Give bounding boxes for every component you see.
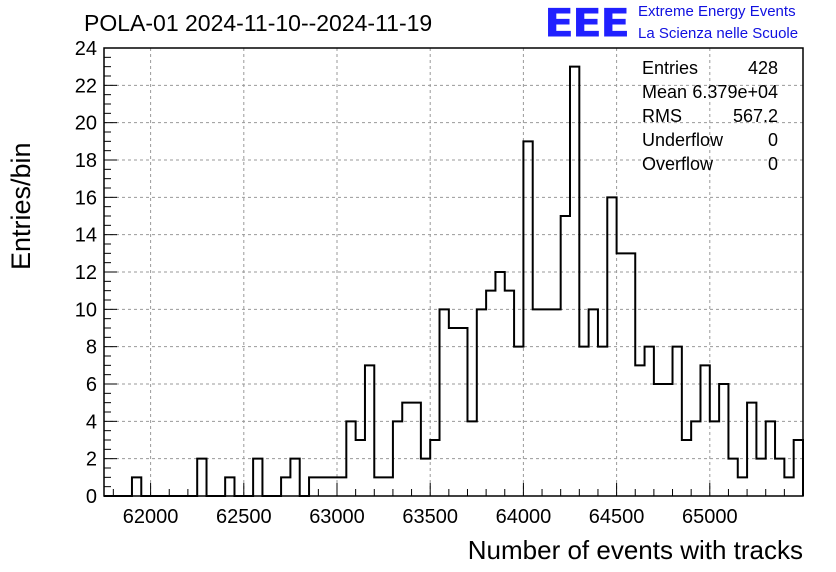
stat-name: Mean bbox=[642, 82, 688, 102]
histogram-bin bbox=[728, 459, 737, 496]
y-tick-label: 2 bbox=[86, 449, 97, 471]
histogram-bin bbox=[700, 365, 709, 496]
histogram-bin bbox=[486, 291, 495, 496]
stats-box: Entries 428 Mean 6.379e+04 RMS 567.2 Und… bbox=[642, 56, 782, 176]
stat-value: 0 bbox=[767, 130, 778, 150]
stat-name: Overflow bbox=[642, 154, 714, 174]
histogram-bin bbox=[402, 403, 411, 496]
x-tick-label: 62000 bbox=[123, 506, 179, 528]
histogram-bin bbox=[365, 365, 374, 496]
x-axis-label: Number of events with tracks bbox=[467, 535, 803, 565]
chart-title: POLA-01 2024-11-10--2024-11-19 bbox=[84, 10, 433, 36]
histogram-bin bbox=[533, 309, 542, 496]
histogram-bin bbox=[794, 440, 803, 496]
stat-name: RMS bbox=[642, 106, 682, 126]
x-tick-label: 64500 bbox=[589, 506, 645, 528]
y-tick-label: 10 bbox=[75, 299, 97, 321]
stat-name: Underflow bbox=[642, 130, 724, 150]
histogram-bin bbox=[551, 309, 560, 496]
histogram-bin bbox=[253, 459, 262, 496]
histogram-bin bbox=[617, 253, 626, 496]
histogram-bin bbox=[719, 384, 728, 496]
histogram-bin bbox=[197, 459, 206, 496]
histogram-bin bbox=[747, 403, 756, 496]
histogram-bin bbox=[309, 477, 318, 496]
y-tick-label: 20 bbox=[75, 113, 97, 135]
y-tick-label: 8 bbox=[86, 337, 97, 359]
histogram-bin bbox=[542, 309, 551, 496]
stat-row-rms: RMS 567.2 bbox=[642, 104, 782, 128]
y-tick-label: 18 bbox=[75, 150, 97, 172]
histogram-bin bbox=[225, 477, 234, 496]
histogram-bin bbox=[430, 440, 439, 496]
histogram-bin bbox=[477, 309, 486, 496]
x-tick-label: 64000 bbox=[496, 506, 552, 528]
y-tick-label: 6 bbox=[86, 374, 97, 396]
y-tick-label: 22 bbox=[75, 75, 97, 97]
histogram-bin bbox=[356, 440, 365, 496]
histogram-bin bbox=[654, 384, 663, 496]
x-tick-label: 62500 bbox=[216, 506, 272, 528]
x-tick-label: 63000 bbox=[309, 506, 365, 528]
histogram-bin bbox=[328, 477, 337, 496]
histogram-bin bbox=[421, 459, 430, 496]
stat-row-overflow: Overflow 0 bbox=[642, 152, 782, 176]
histogram-bin bbox=[784, 477, 793, 496]
histogram-bin bbox=[523, 141, 532, 496]
histogram-bin bbox=[682, 440, 691, 496]
histogram-bin bbox=[132, 477, 141, 496]
histogram-bin bbox=[337, 477, 346, 496]
histogram-bin bbox=[374, 477, 383, 496]
histogram-bin bbox=[505, 291, 514, 496]
stat-row-underflow: Underflow 0 bbox=[642, 128, 782, 152]
eee-logo: EEE bbox=[544, 0, 630, 47]
y-tick-label: 0 bbox=[86, 486, 97, 508]
histogram-bin bbox=[570, 67, 579, 496]
y-tick-label: 14 bbox=[75, 225, 97, 247]
stat-name: Entries bbox=[642, 58, 699, 78]
stat-row-entries: Entries 428 bbox=[642, 56, 782, 80]
x-tick-label: 65000 bbox=[682, 506, 738, 528]
histogram-bin bbox=[384, 477, 393, 496]
histogram-bin bbox=[318, 477, 327, 496]
histogram-bin bbox=[589, 309, 598, 496]
histogram-bin bbox=[626, 253, 635, 496]
stat-value: 6.379e+04 bbox=[692, 82, 778, 102]
stat-value: 567.2 bbox=[732, 106, 778, 126]
y-tick-label: 16 bbox=[75, 187, 97, 209]
histogram-bin bbox=[561, 216, 570, 496]
stat-value: 428 bbox=[747, 58, 778, 78]
logo-subtitle-line-1: Extreme Energy Events bbox=[638, 3, 796, 20]
stat-value: 0 bbox=[767, 154, 778, 174]
y-tick-label: 24 bbox=[75, 38, 97, 60]
histogram-bin bbox=[635, 365, 644, 496]
histogram-bin bbox=[738, 477, 747, 496]
histogram-bin bbox=[449, 328, 458, 496]
histogram-bin bbox=[663, 384, 672, 496]
histogram-bin bbox=[458, 328, 467, 496]
y-tick-label: 12 bbox=[75, 262, 97, 284]
logo-subtitle-line-2: La Scienza nelle Scuole bbox=[638, 25, 799, 42]
histogram-bin bbox=[756, 459, 765, 496]
histogram-bin bbox=[281, 477, 290, 496]
x-tick-label: 63500 bbox=[402, 506, 458, 528]
histogram-bin bbox=[412, 403, 421, 496]
y-tick-label: 4 bbox=[86, 411, 97, 433]
histogram-bin bbox=[440, 309, 449, 496]
histogram-bin bbox=[290, 459, 299, 496]
histogram-bin bbox=[775, 459, 784, 496]
stat-row-mean: Mean 6.379e+04 bbox=[642, 80, 782, 104]
